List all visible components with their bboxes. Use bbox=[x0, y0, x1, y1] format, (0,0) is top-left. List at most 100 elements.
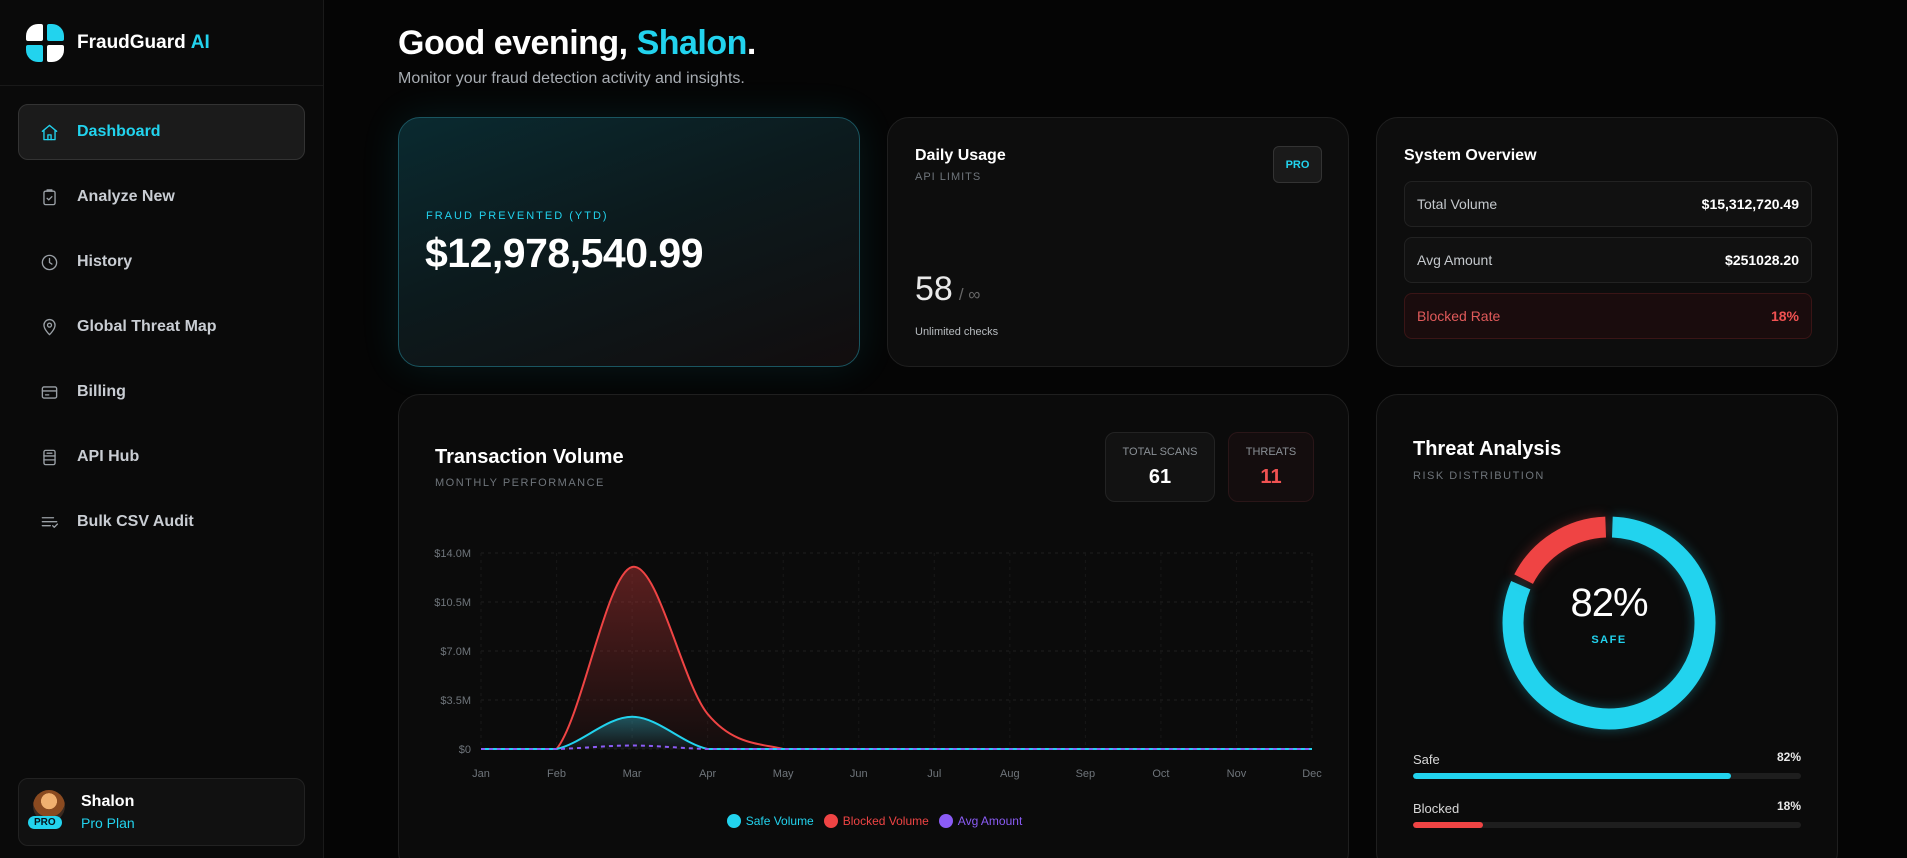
brand-name: FraudGuard AI bbox=[77, 32, 210, 54]
safe-bar-row: Safe 82% bbox=[1413, 750, 1801, 779]
sidebar-item-api-hub[interactable]: API Hub bbox=[18, 429, 305, 485]
x-tick-label: Apr bbox=[699, 768, 716, 780]
legend-item-blocked-volume[interactable]: Blocked Volume bbox=[823, 814, 929, 828]
legend-item-avg-amount[interactable]: Avg Amount bbox=[938, 814, 1022, 828]
legend-swatch bbox=[938, 814, 953, 828]
sidebar-item-analyze-new[interactable]: Analyze New bbox=[18, 169, 305, 225]
sidebar-item-billing[interactable]: Billing bbox=[18, 364, 305, 420]
page-subtitle: Monitor your fraud detection activity an… bbox=[398, 70, 745, 87]
legend-label: Blocked Volume bbox=[842, 814, 929, 828]
safe-segment bbox=[1502, 516, 1716, 730]
credit-card-icon bbox=[39, 382, 59, 402]
map-pin-icon bbox=[39, 317, 59, 337]
greeting-punct: . bbox=[746, 24, 756, 62]
pro-tag[interactable]: PRO bbox=[1273, 146, 1322, 183]
y-tick-label: $0 bbox=[459, 744, 471, 756]
donut-center-value: 82% bbox=[1570, 581, 1648, 625]
greeting-text: Good evening, bbox=[398, 24, 628, 62]
x-tick-label: Oct bbox=[1152, 768, 1169, 780]
stat-value: 11 bbox=[1260, 466, 1282, 488]
safe-bar-fill bbox=[1413, 773, 1732, 779]
bar-label: Safe bbox=[1413, 752, 1440, 767]
row-label: Blocked Rate bbox=[1417, 308, 1501, 324]
sidebar-item-dashboard[interactable]: Dashboard bbox=[18, 104, 305, 160]
daily-usage-card: Daily Usage API LIMITS PRO 58 / ∞ Unlimit… bbox=[887, 117, 1349, 367]
brand-suffix: AI bbox=[190, 31, 210, 53]
x-tick-label: May bbox=[773, 768, 794, 780]
usage-count-value: 58 bbox=[915, 270, 953, 308]
legend-item-safe-volume[interactable]: Safe Volume bbox=[726, 814, 814, 828]
user-plan: Pro Plan bbox=[81, 815, 135, 831]
user-card[interactable]: PRO Shalon Pro Plan bbox=[18, 778, 305, 846]
sidebar-item-label: Global Threat Map bbox=[77, 318, 217, 335]
chart-title: Transaction Volume bbox=[435, 446, 624, 468]
bar-percent: 82% bbox=[1776, 750, 1801, 764]
avg-amount-line bbox=[481, 744, 1312, 750]
system-overview-card: System Overview Total Volume $15,312,720… bbox=[1376, 117, 1838, 367]
x-tick-label: Feb bbox=[547, 768, 566, 780]
user-name: Shalon bbox=[81, 793, 135, 810]
stat-label: TOTAL SCANS bbox=[1122, 446, 1198, 458]
sidebar: FraudGuard AI Dashboard Analyze New Histo… bbox=[0, 0, 324, 858]
legend-label: Safe Volume bbox=[745, 814, 814, 828]
blocked-segment bbox=[1514, 516, 1607, 585]
list-filter-icon bbox=[39, 512, 59, 532]
system-title: System Overview bbox=[1404, 147, 1537, 164]
blocked-bar-row: Blocked 18% bbox=[1413, 799, 1801, 828]
sidebar-item-label: Bulk CSV Audit bbox=[77, 513, 194, 530]
threat-subtitle: RISK DISTRIBUTION bbox=[1413, 470, 1545, 482]
usage-note: Unlimited checks bbox=[915, 326, 999, 338]
sidebar-item-label: History bbox=[77, 253, 133, 270]
chart-legend: Safe Volume Blocked Volume Avg Amount bbox=[399, 814, 1350, 828]
y-tick-label: $14.0M bbox=[434, 548, 471, 560]
x-tick-label: Jan bbox=[472, 768, 490, 780]
x-tick-label: Nov bbox=[1227, 768, 1247, 780]
y-tick-label: $3.5M bbox=[440, 695, 471, 707]
stat-value: 61 bbox=[1148, 466, 1172, 488]
blocked-rate-row: Blocked Rate 18% bbox=[1404, 293, 1812, 339]
row-value: $251028.20 bbox=[1725, 252, 1799, 268]
blocked-volume-area bbox=[481, 566, 1312, 749]
row-label: Total Volume bbox=[1417, 196, 1498, 212]
brand-name-text: FraudGuard bbox=[77, 31, 186, 53]
sidebar-item-label: Analyze New bbox=[77, 188, 175, 205]
safe-volume-area bbox=[481, 716, 1312, 749]
stat-label: THREATS bbox=[1245, 446, 1297, 458]
sidebar-nav: Dashboard Analyze New History Global Thr… bbox=[0, 86, 323, 577]
user-info: Shalon Pro Plan bbox=[81, 793, 135, 831]
chart-subtitle: MONTHLY PERFORMANCE bbox=[435, 477, 605, 489]
fraud-value: $12,978,540.99 bbox=[425, 230, 704, 276]
logo-icon bbox=[26, 23, 64, 62]
total-scans-stat: TOTAL SCANS 61 bbox=[1105, 432, 1215, 502]
x-tick-label: Mar bbox=[623, 768, 642, 780]
x-tick-label: Jun bbox=[850, 768, 868, 780]
transaction-volume-card: Transaction Volume MONTHLY PERFORMANCE T… bbox=[398, 394, 1349, 858]
clipboard-check-icon bbox=[39, 187, 59, 207]
total-volume-row: Total Volume $15,312,720.49 bbox=[1404, 181, 1812, 227]
x-tick-label: Sep bbox=[1076, 768, 1096, 780]
row-value: $15,312,720.49 bbox=[1701, 196, 1799, 212]
sidebar-item-history[interactable]: History bbox=[18, 234, 305, 290]
bar-track bbox=[1413, 822, 1801, 828]
row-value: 18% bbox=[1770, 308, 1799, 324]
legend-swatch bbox=[823, 814, 838, 828]
sidebar-item-label: Billing bbox=[77, 383, 126, 400]
sidebar-item-global-threat-map[interactable]: Global Threat Map bbox=[18, 299, 305, 355]
threat-analysis-card: Threat Analysis RISK DISTRIBUTION 82% SA… bbox=[1376, 394, 1838, 858]
sidebar-item-bulk-csv-audit[interactable]: Bulk CSV Audit bbox=[18, 494, 305, 550]
server-icon bbox=[39, 447, 59, 467]
usage-limit: / ∞ bbox=[958, 285, 981, 304]
row-label: Avg Amount bbox=[1417, 252, 1493, 268]
threat-title: Threat Analysis bbox=[1413, 438, 1562, 460]
avatar: PRO bbox=[28, 790, 65, 829]
clock-icon bbox=[39, 252, 59, 272]
blocked-bar-fill bbox=[1413, 822, 1483, 828]
fraud-prevented-card: FRAUD PREVENTED (YTD) $12,978,540.99 bbox=[398, 117, 860, 367]
donut-center-label: SAFE bbox=[1591, 634, 1627, 646]
threats-stat: THREATS 11 bbox=[1228, 432, 1314, 502]
pro-badge: PRO bbox=[28, 816, 62, 829]
usage-count: 58 / ∞ bbox=[915, 270, 980, 309]
brand[interactable]: FraudGuard AI bbox=[0, 0, 323, 86]
avg-amount-row: Avg Amount $251028.20 bbox=[1404, 237, 1812, 283]
transaction-chart[interactable]: $0 $3.5M $7.0M $10.5M $14.0M Jan Feb Mar Apr May J… bbox=[399, 535, 1350, 811]
